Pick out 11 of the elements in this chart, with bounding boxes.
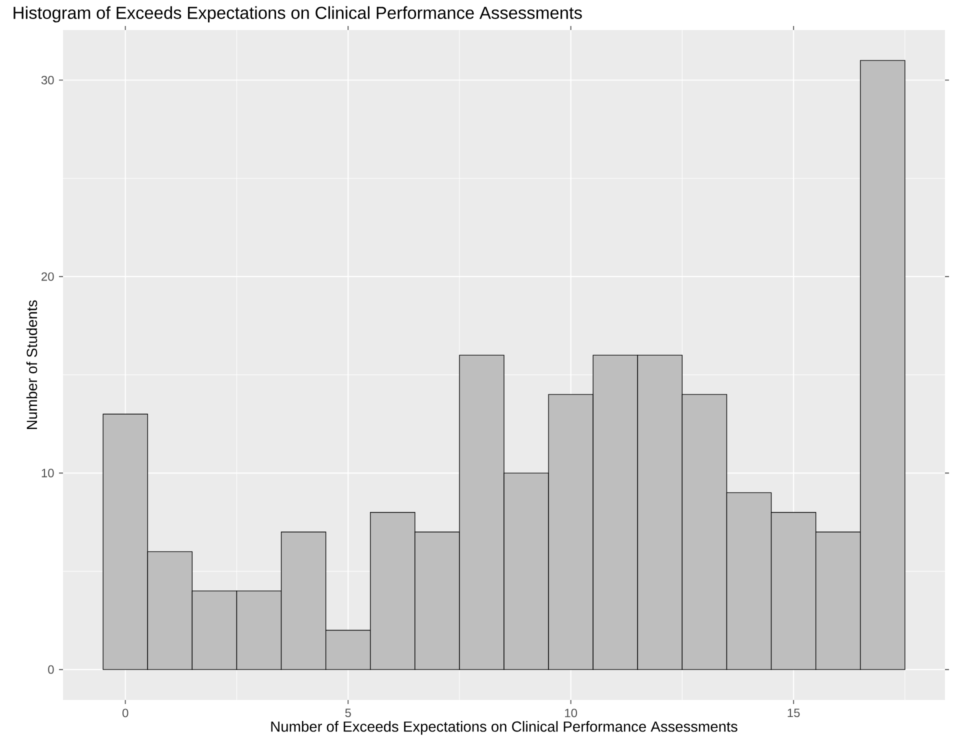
y-tick-label: 30 [41, 76, 54, 84]
y-tick-label: 0 [48, 665, 54, 674]
x-tick-label: 5 [345, 708, 351, 718]
y-tick-label: 20 [42, 272, 54, 281]
x-axis-title: Number of Exceeds Expectations on Clinical Performance Assessments [271, 721, 738, 735]
chart-title: Histogram of Exceeds Expectations on Clinical Performance Assessments [14, 6, 582, 22]
y-axis-title: Number of Students [26, 300, 38, 430]
x-tick-label: 0 [122, 708, 128, 718]
y-tick-label: 10 [42, 468, 54, 478]
x-tick-label: 15 [788, 708, 800, 718]
x-tick-label: 10 [565, 708, 578, 718]
